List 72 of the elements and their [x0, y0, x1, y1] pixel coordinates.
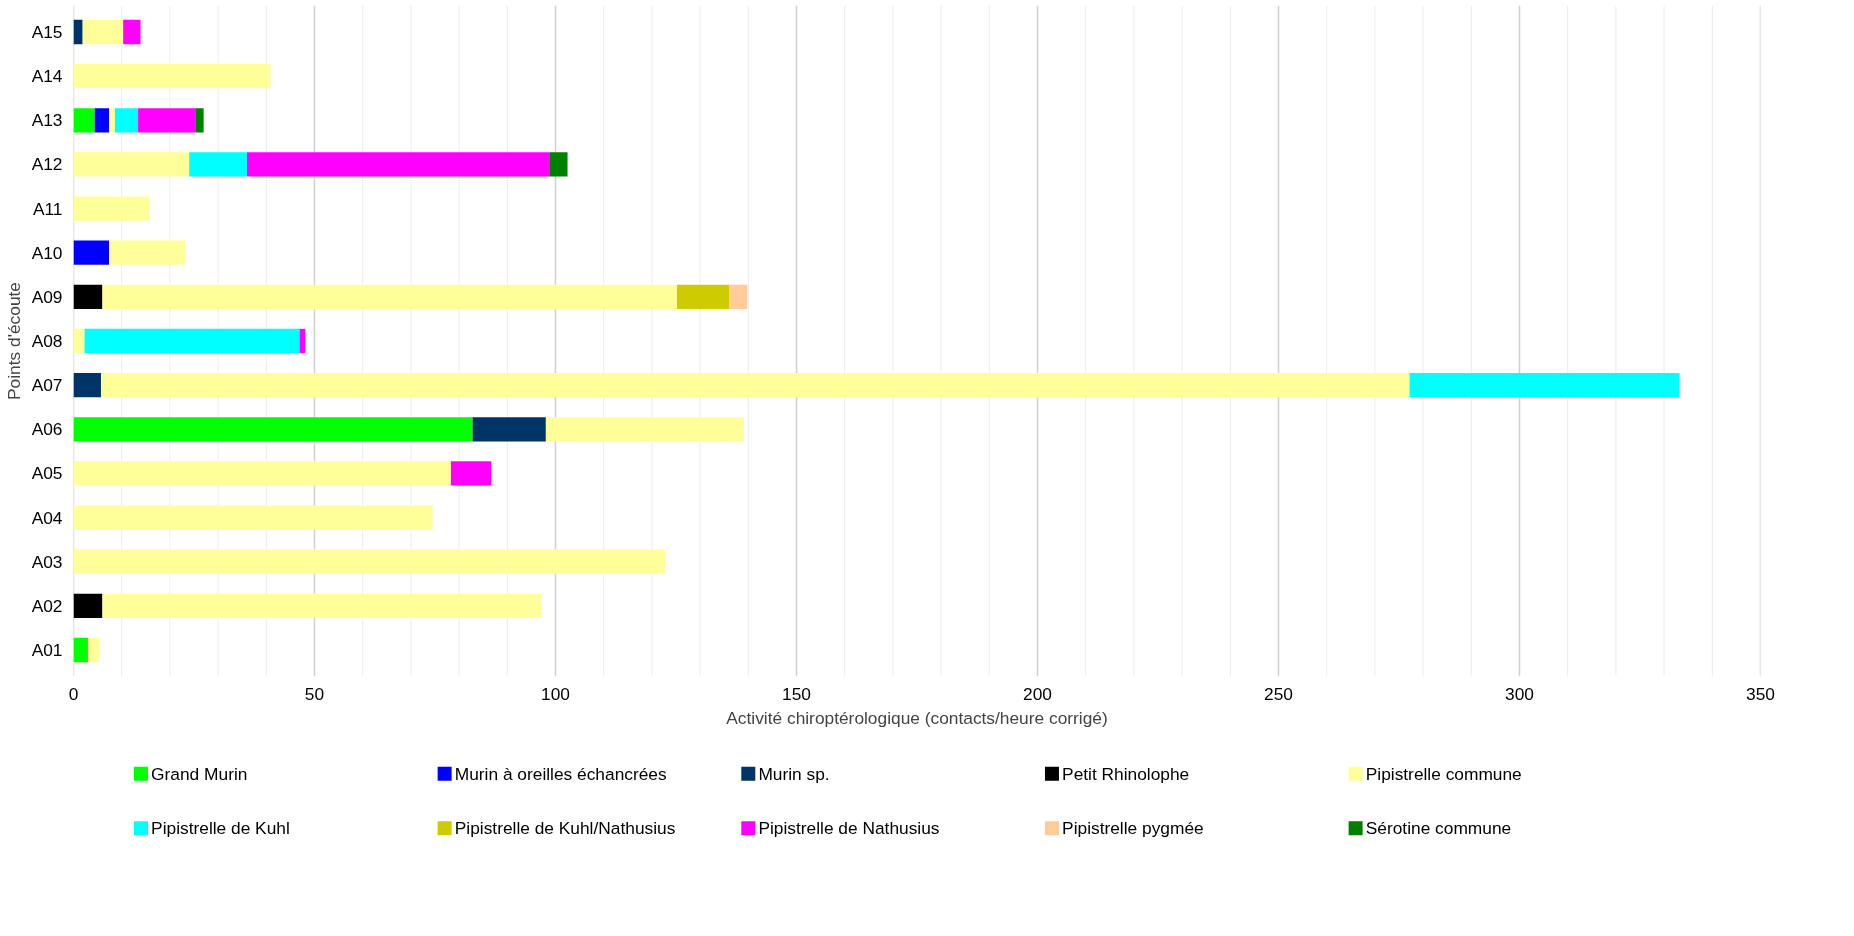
bar: [450, 461, 492, 486]
x-tick-label: 0: [68, 683, 79, 704]
bar: [94, 108, 110, 133]
legend-label: Grand Murin: [151, 763, 248, 784]
bar: [73, 19, 83, 45]
bar: [87, 637, 100, 663]
bar: [73, 63, 271, 89]
bar: [73, 505, 433, 530]
x-tick-label: 250: [1264, 683, 1293, 704]
legend-label: Pipistrelle commune: [1365, 763, 1522, 784]
bar: [472, 417, 546, 442]
legend-label: Pipistrelle de Nathusius: [758, 818, 940, 839]
bar: [73, 417, 473, 442]
legend-label: Petit Rhinolophe: [1062, 763, 1190, 784]
y-tick-label: A13: [31, 110, 63, 131]
legend-label: Pipistrelle de Kuhl/Nathusius: [454, 818, 676, 839]
bar: [102, 284, 677, 309]
bar: [102, 593, 542, 619]
bar: [676, 284, 730, 309]
bar: [195, 108, 204, 133]
y-tick-label: A02: [31, 595, 63, 616]
bar: [73, 152, 190, 177]
legend-label: Murin à oreilles échancrées: [454, 763, 667, 784]
legend-label: Sérotine commune: [1365, 818, 1512, 839]
bar: [109, 240, 186, 265]
x-tick-label: 350: [1746, 683, 1775, 704]
bar: [247, 152, 550, 177]
bar: [73, 196, 150, 221]
y-tick-label: A07: [31, 375, 63, 396]
bar: [189, 152, 248, 177]
bar: [549, 152, 568, 177]
y-tick-label: A15: [31, 21, 63, 42]
bar: [100, 373, 1410, 398]
y-tick-label: A06: [31, 419, 63, 440]
bar: [84, 328, 300, 354]
y-tick-label: A14: [31, 66, 63, 87]
bar: [73, 240, 110, 265]
x-tick-label: 150: [782, 683, 811, 704]
bar: [73, 637, 88, 663]
bar: [109, 108, 115, 133]
bar: [73, 328, 85, 354]
legend-label: Pipistrelle de Kuhl: [151, 818, 290, 839]
bar: [114, 108, 139, 133]
bar: [73, 284, 103, 309]
legend-label: Pipistrelle pygmée: [1062, 818, 1204, 839]
bar: [73, 461, 451, 486]
y-tick-label: A10: [31, 242, 63, 263]
bar: [73, 108, 95, 133]
bar: [1409, 373, 1680, 398]
bar: [73, 593, 103, 619]
y-tick-label: A08: [31, 331, 63, 351]
x-tick-label: 200: [1023, 683, 1052, 704]
legend-label: Murin sp.: [758, 763, 830, 784]
y-tick-label: A01: [31, 640, 63, 661]
y-tick-label: A03: [31, 551, 63, 572]
x-tick-label: 100: [541, 683, 570, 704]
bar: [138, 108, 196, 133]
bar: [123, 19, 141, 45]
y-tick-label: A12: [31, 154, 63, 175]
y-tick-label: A09: [31, 286, 63, 307]
x-axis-title: Activité chiroptérologique (contacts/heure corrigé): [726, 707, 1108, 728]
y-tick-label: A04: [31, 507, 63, 528]
y-axis-title: Points d'écoute: [3, 282, 24, 400]
bar: [73, 549, 666, 574]
bar: [73, 373, 101, 398]
bar: [545, 417, 744, 442]
bar: [729, 284, 748, 309]
y-tick-label: A11: [32, 198, 63, 219]
y-tick-label: A05: [31, 463, 63, 484]
bar: [82, 19, 124, 45]
x-tick-label: 300: [1505, 683, 1534, 704]
x-tick-label: 50: [304, 683, 325, 704]
